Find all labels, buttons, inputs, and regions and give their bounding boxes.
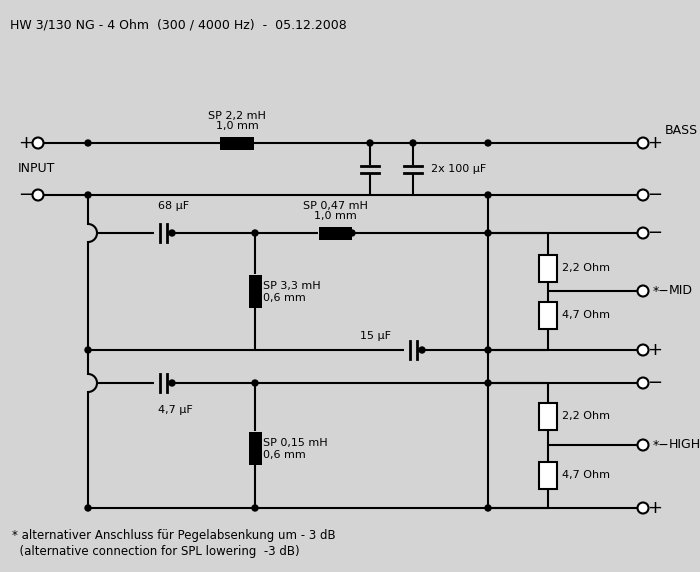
Text: 4,7 Ohm: 4,7 Ohm bbox=[562, 310, 610, 320]
Text: 4,7 Ohm: 4,7 Ohm bbox=[562, 470, 610, 480]
Circle shape bbox=[349, 230, 355, 236]
Circle shape bbox=[485, 347, 491, 353]
Text: +: + bbox=[648, 134, 662, 152]
Bar bbox=[318, 227, 351, 240]
Text: 15 μF: 15 μF bbox=[360, 331, 391, 341]
Circle shape bbox=[169, 380, 175, 386]
Circle shape bbox=[32, 137, 43, 149]
Circle shape bbox=[32, 189, 43, 201]
Text: 2,2 Ohm: 2,2 Ohm bbox=[562, 411, 610, 421]
Circle shape bbox=[485, 380, 491, 386]
Text: 2x 100 μF: 2x 100 μF bbox=[431, 164, 486, 174]
Circle shape bbox=[252, 230, 258, 236]
Circle shape bbox=[638, 228, 648, 239]
Text: *−: *− bbox=[653, 439, 670, 451]
Text: SP 0,15 mH: SP 0,15 mH bbox=[263, 438, 328, 448]
Text: 2,2 Ohm: 2,2 Ohm bbox=[562, 263, 610, 273]
Text: BASS: BASS bbox=[665, 124, 698, 137]
Circle shape bbox=[638, 378, 648, 388]
Circle shape bbox=[638, 502, 648, 514]
Circle shape bbox=[638, 439, 648, 451]
Circle shape bbox=[638, 189, 648, 201]
Text: +: + bbox=[18, 134, 34, 152]
Text: MID: MID bbox=[669, 284, 693, 297]
Text: −: − bbox=[648, 374, 663, 392]
Bar bbox=[248, 275, 262, 308]
Circle shape bbox=[638, 285, 648, 296]
Circle shape bbox=[252, 380, 258, 386]
Text: HIGH: HIGH bbox=[669, 439, 700, 451]
Circle shape bbox=[638, 137, 648, 149]
Text: SP 3,3 mH: SP 3,3 mH bbox=[263, 281, 321, 291]
Text: HW 3/130 NG - 4 Ohm  (300 / 4000 Hz)  -  05.12.2008: HW 3/130 NG - 4 Ohm (300 / 4000 Hz) - 05… bbox=[10, 18, 346, 31]
Text: 0,6 mm: 0,6 mm bbox=[263, 450, 306, 460]
Bar bbox=[220, 137, 254, 149]
Text: +: + bbox=[648, 499, 662, 517]
Text: 0,6 mm: 0,6 mm bbox=[263, 293, 306, 303]
Text: *−: *− bbox=[653, 284, 670, 297]
Bar bbox=[539, 403, 557, 430]
Text: SP 0,47 mH: SP 0,47 mH bbox=[302, 201, 368, 211]
Text: +: + bbox=[648, 341, 662, 359]
Text: −: − bbox=[648, 224, 663, 242]
Circle shape bbox=[410, 140, 416, 146]
Circle shape bbox=[85, 140, 91, 146]
Bar bbox=[539, 255, 557, 281]
Text: 1,0 mm: 1,0 mm bbox=[216, 121, 258, 131]
Circle shape bbox=[638, 344, 648, 356]
Bar bbox=[539, 462, 557, 488]
Text: −: − bbox=[648, 186, 663, 204]
Bar bbox=[248, 431, 262, 464]
Circle shape bbox=[419, 347, 425, 353]
Circle shape bbox=[485, 505, 491, 511]
Text: 68 μF: 68 μF bbox=[158, 201, 189, 211]
Circle shape bbox=[169, 230, 175, 236]
Circle shape bbox=[485, 230, 491, 236]
Text: INPUT: INPUT bbox=[18, 162, 55, 176]
Circle shape bbox=[85, 347, 91, 353]
Text: (alternative connection for SPL lowering  -3 dB): (alternative connection for SPL lowering… bbox=[12, 546, 300, 558]
Circle shape bbox=[485, 192, 491, 198]
Text: −: − bbox=[18, 186, 34, 204]
Circle shape bbox=[367, 140, 373, 146]
Circle shape bbox=[252, 505, 258, 511]
Circle shape bbox=[485, 140, 491, 146]
Text: SP 2,2 mH: SP 2,2 mH bbox=[208, 111, 266, 121]
Text: 1,0 mm: 1,0 mm bbox=[314, 211, 356, 221]
Bar bbox=[539, 301, 557, 328]
Text: 4,7 μF: 4,7 μF bbox=[158, 405, 193, 415]
Text: * alternativer Anschluss für Pegelabsenkung um - 3 dB: * alternativer Anschluss für Pegelabsenk… bbox=[12, 529, 335, 542]
Circle shape bbox=[85, 192, 91, 198]
Circle shape bbox=[85, 505, 91, 511]
